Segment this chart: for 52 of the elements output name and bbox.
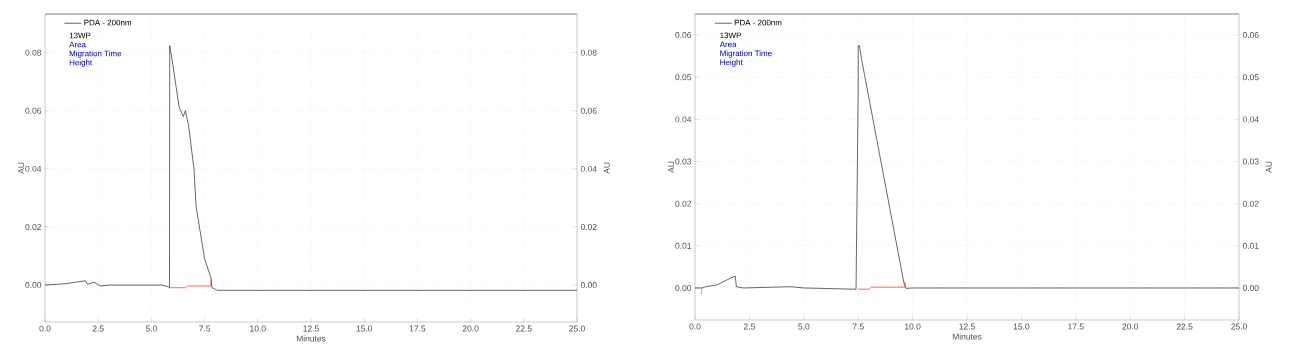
y-tick-label: 0.06 [675, 32, 692, 39]
y2-tick-label: 0.03 [1242, 158, 1259, 165]
x-tick-label: 0.0 [39, 325, 51, 332]
x-tick-label: 22.5 [1176, 323, 1193, 330]
y-tick-label: 0.00 [25, 282, 42, 289]
x-tick-label: 5.0 [145, 325, 157, 332]
y2-tick-label: 0.00 [1242, 284, 1259, 291]
y2-tick-label: 0.06 [580, 107, 597, 114]
y2-tick-label: 0.00 [580, 282, 597, 289]
y-tick-label: 0.06 [25, 107, 42, 114]
x-tick-label: 20.0 [1122, 323, 1139, 330]
x-tick-label: 25.0 [569, 325, 585, 332]
x-tick-label: 2.5 [92, 325, 104, 332]
y-axis-title: AU [668, 161, 675, 173]
y2-tick-label: 0.05 [1242, 74, 1259, 81]
y2-axis-title: AU [603, 162, 610, 174]
y-tick-label: 0.03 [675, 158, 692, 165]
x-tick-label: 7.5 [852, 323, 864, 330]
y2-tick-label: 0.06 [1242, 32, 1259, 39]
y-tick-label: 0.05 [675, 74, 692, 81]
x-tick-label: 5.0 [798, 323, 810, 330]
x-tick-label: 12.5 [303, 325, 319, 332]
x-tick-label: 10.0 [905, 323, 921, 330]
x-tick-label: 25.0 [1231, 323, 1247, 330]
x-tick-label: 20.0 [462, 325, 479, 332]
y-tick-label: 0.08 [25, 49, 42, 56]
x-tick-label: 12.5 [959, 323, 975, 330]
x-tick-label: 10.0 [250, 325, 266, 332]
y-tick-label: 0.00 [675, 284, 692, 291]
x-tick-label: 15.0 [356, 325, 373, 332]
x-tick-label: 0.0 [689, 323, 701, 330]
x-axis-title: Minutes [952, 333, 982, 340]
y-tick-label: 0.02 [675, 200, 692, 207]
y2-tick-label: 0.02 [1242, 200, 1259, 207]
x-tick-label: 7.5 [199, 325, 211, 332]
y2-tick-label: 0.02 [580, 223, 597, 230]
x-tick-label: 22.5 [515, 325, 532, 332]
x-tick-label: 2.5 [743, 323, 755, 330]
x-tick-label: 15.0 [1013, 323, 1030, 330]
y2-tick-label: 0.04 [1242, 116, 1259, 123]
x-tick-label: 17.5 [1068, 323, 1084, 330]
x-axis-title: Minutes [296, 335, 326, 342]
x-tick-label: 17.5 [409, 325, 426, 332]
y-tick-label: 0.02 [25, 223, 42, 230]
y-tick-label: 0.04 [675, 116, 692, 123]
y2-tick-label: 0.04 [580, 165, 597, 172]
y-axis-title: AU [18, 162, 25, 174]
y2-axis-title: AU [1265, 161, 1272, 173]
y2-tick-label: 0.08 [580, 49, 597, 56]
y-tick-label: 0.04 [25, 165, 42, 172]
y2-tick-label: 0.01 [1242, 242, 1259, 249]
y-tick-label: 0.01 [675, 242, 692, 249]
